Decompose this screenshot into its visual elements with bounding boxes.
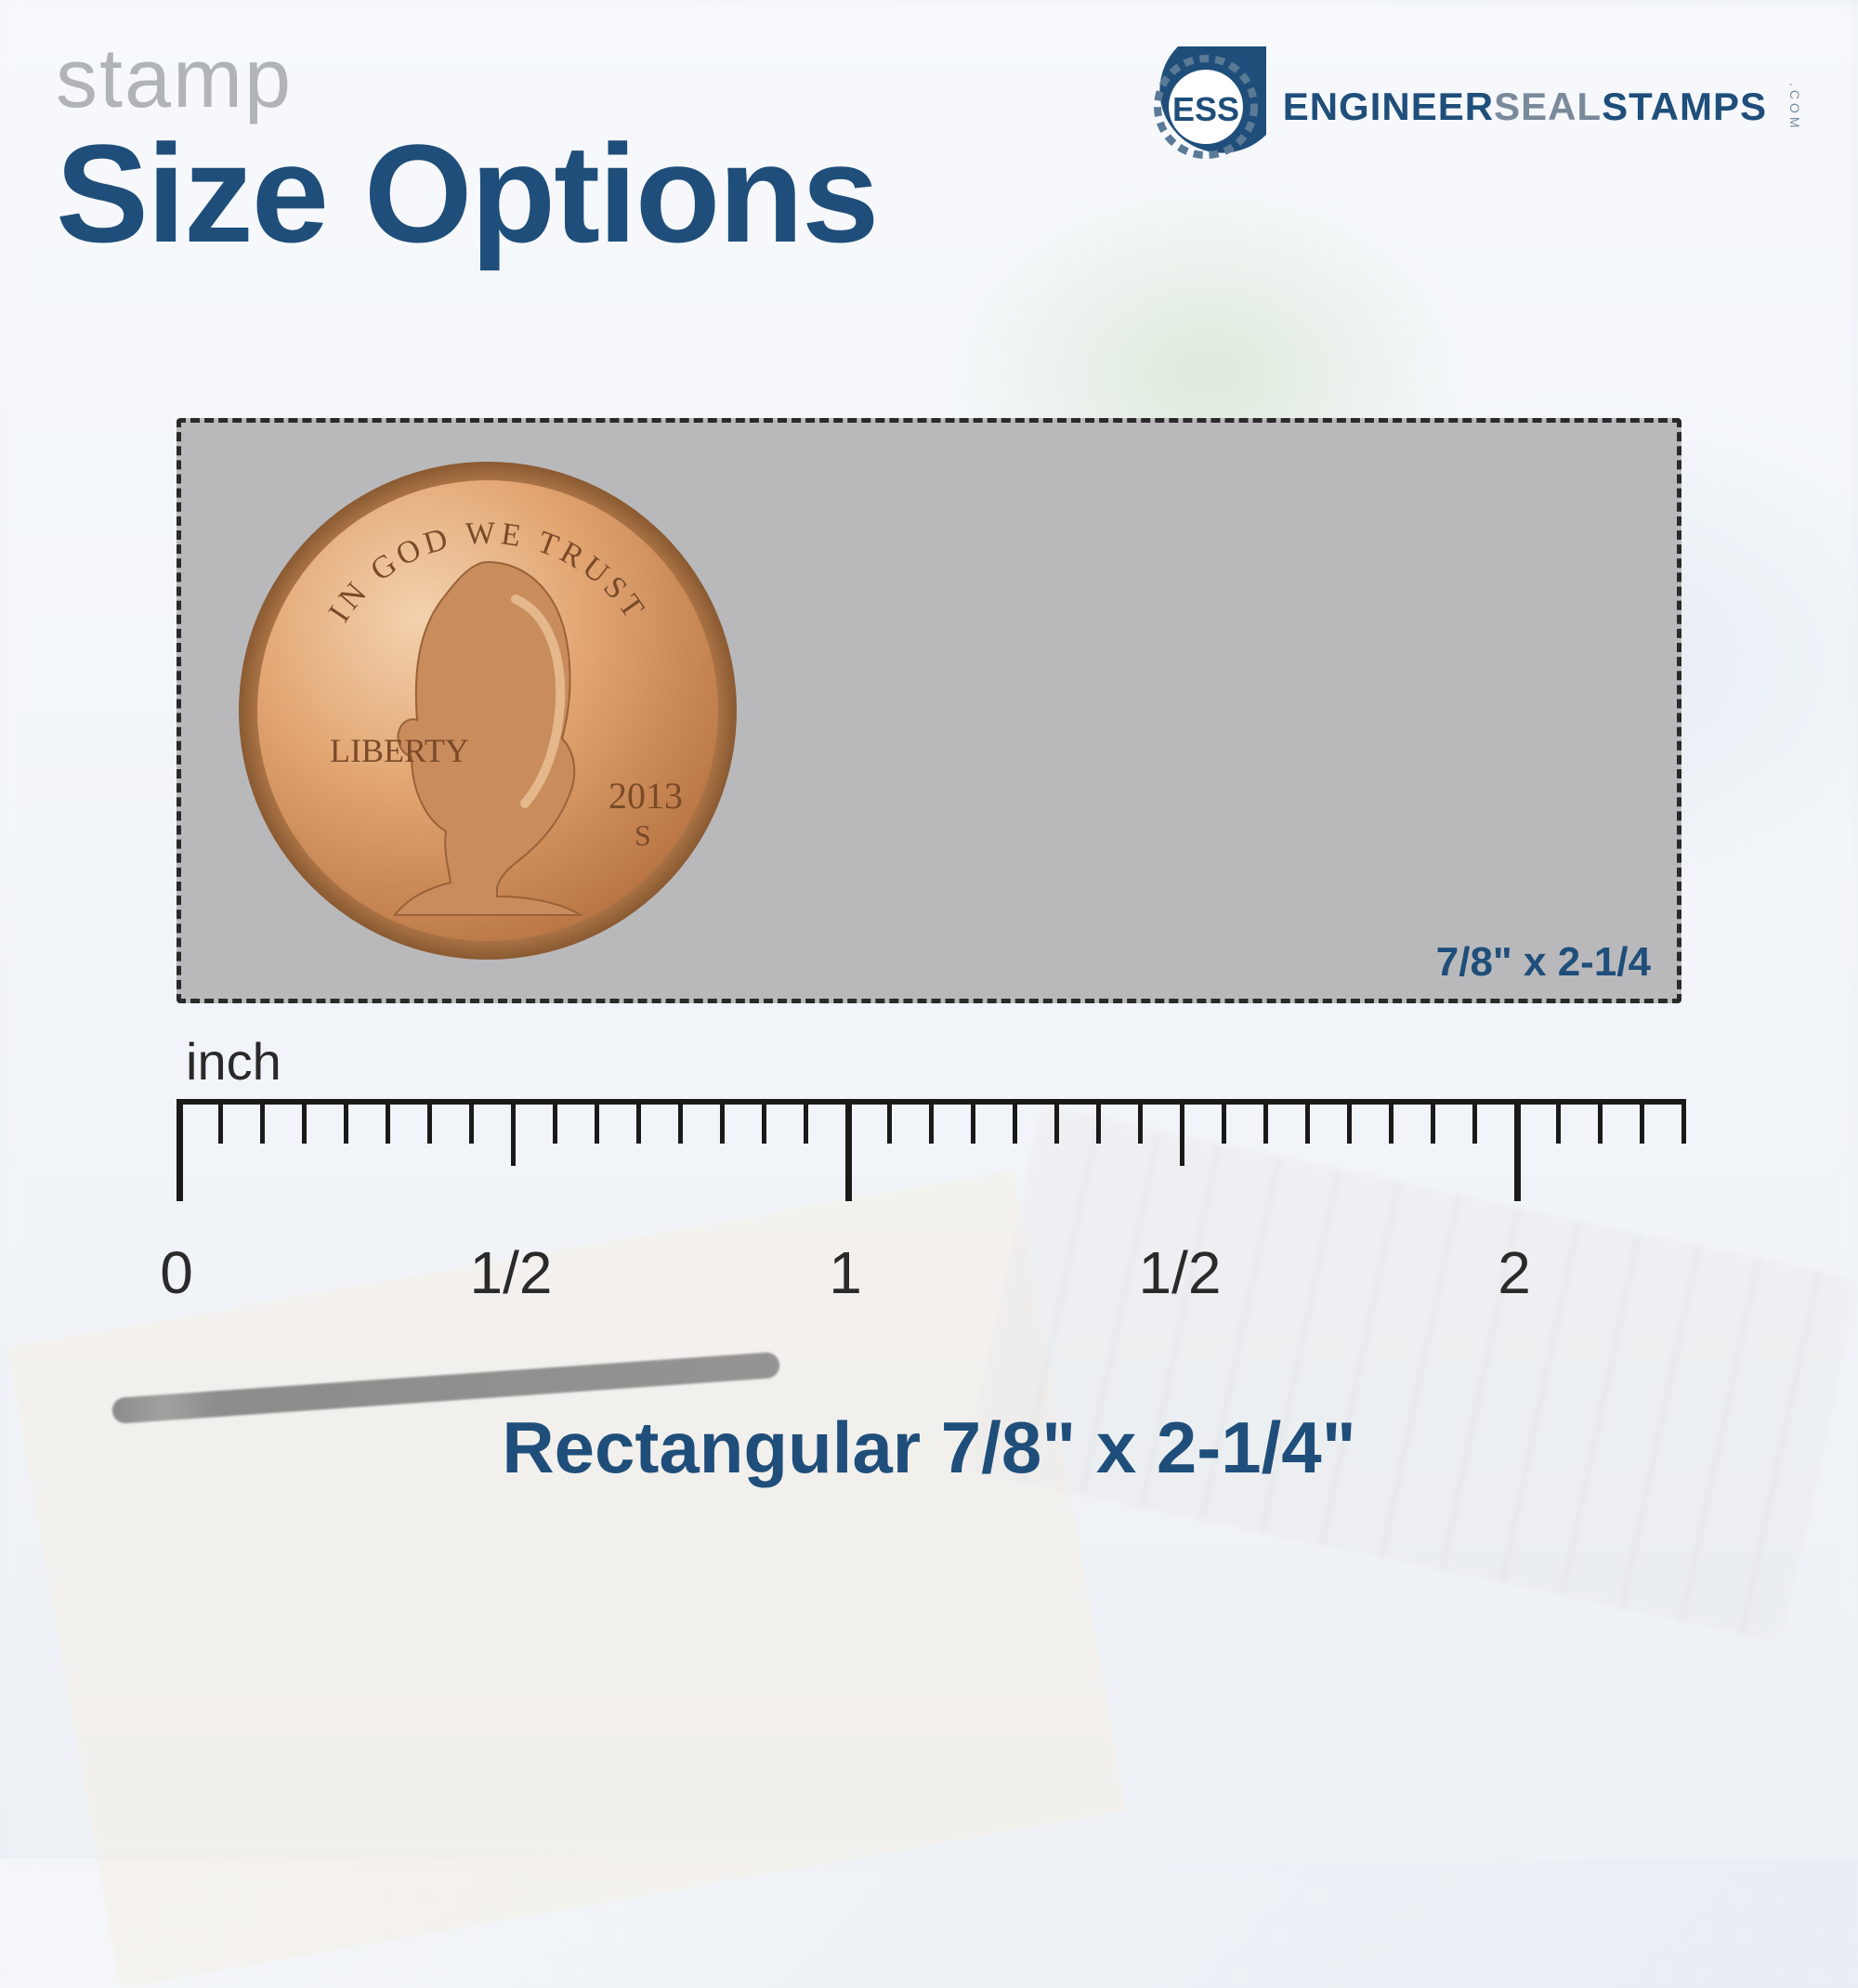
ruler-tick-label: 2	[1498, 1238, 1531, 1307]
ruler-tick	[511, 1099, 516, 1166]
ruler-tick	[1138, 1099, 1143, 1144]
ruler-tick	[762, 1099, 766, 1144]
brand-wordmark: ENGINEERSEALSTAMPS	[1283, 85, 1767, 129]
ruler-tick	[1347, 1099, 1352, 1144]
ruler-tick-label: 1/2	[1139, 1238, 1222, 1307]
ruler-tick	[1431, 1099, 1435, 1144]
svg-text:ESS: ESS	[1172, 90, 1239, 128]
ruler-tick	[1013, 1099, 1017, 1144]
brand-logo: ESS ENGINEERSEALSTAMPS .COM	[1145, 46, 1802, 167]
ess-badge-icon: ESS	[1145, 46, 1266, 167]
ruler-scale: 01/211/22	[177, 1099, 1681, 1238]
ruler-tick	[1180, 1099, 1184, 1166]
header: stamp Size Options ESS ENGINEERSEALSTAMP…	[56, 37, 1802, 268]
ruler-tick	[1514, 1099, 1521, 1201]
title-big: Size Options	[56, 121, 877, 268]
ruler-tick-label: 1/2	[470, 1238, 553, 1307]
svg-text:LIBERTY: LIBERTY	[330, 732, 469, 769]
ruler-tick	[678, 1099, 683, 1144]
ruler-tick	[720, 1099, 725, 1144]
ruler-unit-label: inch	[186, 1031, 1681, 1092]
ruler-tick	[1096, 1099, 1101, 1144]
ruler-tick	[1472, 1099, 1477, 1144]
ruler-tick	[804, 1099, 808, 1144]
ruler-tick	[1222, 1099, 1226, 1144]
ruler-tick	[218, 1099, 223, 1144]
main-content: IN GOD WE TRUST LIBERTY 2013 S 7/8" x 2-…	[177, 418, 1681, 1490]
ruler-tick	[1054, 1099, 1059, 1144]
title-small: stamp	[56, 37, 877, 121]
ruler-tick	[1305, 1099, 1310, 1144]
ruler-tick	[887, 1099, 892, 1144]
penny-icon: IN GOD WE TRUST LIBERTY 2013 S	[237, 460, 739, 961]
ruler-tick-label: 1	[829, 1238, 862, 1307]
ruler-tick	[386, 1099, 390, 1144]
svg-text:S: S	[635, 818, 651, 852]
ruler-tick	[1598, 1099, 1603, 1144]
svg-text:2013: 2013	[608, 775, 683, 817]
ruler-tick	[177, 1099, 183, 1201]
stamp-size-label: 7/8" x 2-1/4	[1436, 939, 1651, 986]
ruler-tick	[1556, 1099, 1561, 1144]
ruler-tick	[344, 1099, 348, 1144]
ruler-tick	[553, 1099, 557, 1144]
ruler-tick	[1640, 1099, 1644, 1144]
ruler-tick	[1389, 1099, 1394, 1144]
ruler-tick	[929, 1099, 934, 1144]
brand-com: .COM	[1787, 83, 1802, 132]
ruler-tick	[595, 1099, 599, 1144]
title-block: stamp Size Options	[56, 37, 877, 268]
ruler-tick	[1681, 1099, 1686, 1144]
ruler-tick	[469, 1099, 474, 1144]
ruler-tick	[1263, 1099, 1268, 1144]
ruler-tick	[302, 1099, 307, 1144]
ruler-tick	[636, 1099, 641, 1144]
ruler-tick	[260, 1099, 265, 1144]
ruler: inch 01/211/22	[177, 1031, 1681, 1238]
stamp-size-box: IN GOD WE TRUST LIBERTY 2013 S 7/8" x 2-…	[177, 418, 1681, 1003]
size-caption: Rectangular 7/8" x 2-1/4"	[177, 1406, 1681, 1490]
ruler-tick-label: 0	[160, 1238, 193, 1307]
ruler-tick	[971, 1099, 975, 1144]
ruler-tick	[845, 1099, 852, 1201]
ruler-tick	[427, 1099, 432, 1144]
